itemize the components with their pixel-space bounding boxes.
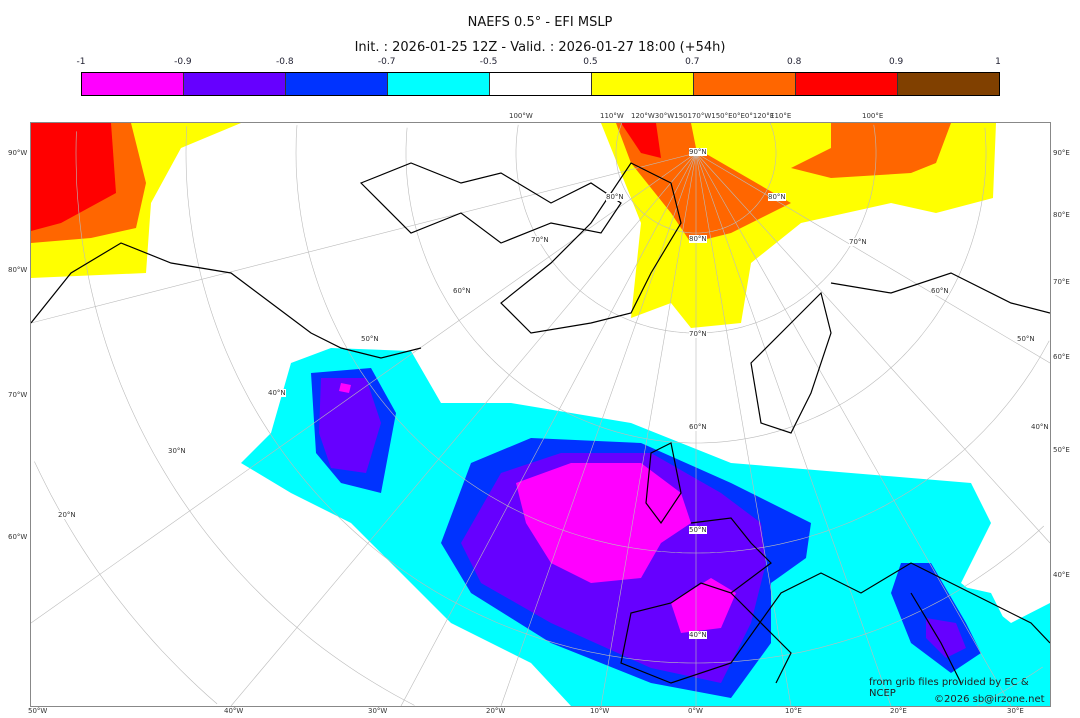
- latitude-circle: [977, 666, 1043, 706]
- colorbar-swatch: [694, 73, 796, 95]
- latitude-label: 30°N: [168, 447, 186, 455]
- colorbar-tick-label: 1: [995, 57, 1001, 67]
- colorbar-swatch: [796, 73, 898, 95]
- latitude-circle: [615, 123, 777, 234]
- latitude-circle: [295, 125, 1050, 554]
- efi-area-purple: [926, 618, 966, 658]
- copyright-credit: ©2026 sb@irzone.net: [934, 694, 1045, 705]
- colorbar-swatch: [82, 73, 184, 95]
- efi-area-orange: [791, 123, 951, 178]
- latitude-label: 60°N: [931, 287, 949, 295]
- axis-label-right: 50°E: [1053, 446, 1070, 454]
- axis-label-bottom: 10°W: [590, 707, 610, 715]
- axis-label-bottom: 20°E: [890, 707, 907, 715]
- axis-label-left: 90°W: [8, 149, 28, 157]
- axis-label-right: 70°E: [1053, 278, 1070, 286]
- latitude-circle: [984, 127, 987, 153]
- axis-label-right: 60°E: [1053, 353, 1070, 361]
- latitude-label: 60°N: [689, 423, 707, 431]
- axis-label-bottom: 0°W: [688, 707, 703, 715]
- latitude-label: 40°N: [1031, 423, 1049, 431]
- axis-label-left: 60°W: [8, 533, 28, 541]
- axis-label-bottom: 30°W: [368, 707, 388, 715]
- latitude-label: 90°N: [689, 148, 707, 156]
- latitude-circle: [405, 127, 987, 444]
- latitude-label: 70°N: [531, 236, 549, 244]
- latitude-label: 70°N: [849, 238, 867, 246]
- axis-label-bottom: 40°W: [224, 707, 244, 715]
- axis-label-bottom: 10°E: [785, 707, 802, 715]
- latitude-label: 50°N: [361, 335, 379, 343]
- colorbar-swatch: [184, 73, 286, 95]
- latitude-label: 80°N: [606, 193, 624, 201]
- latitude-label: 20°N: [58, 511, 76, 519]
- axis-label-left: 80°W: [8, 266, 28, 274]
- axis-label-top: 110°W: [600, 112, 624, 120]
- axis-label-bottom: 30°E: [1007, 707, 1024, 715]
- axis-label-top: 110°E: [770, 112, 792, 120]
- latitude-label: 50°N: [1017, 335, 1035, 343]
- latitude-label: 80°N: [689, 235, 707, 243]
- axis-label-bottom: 50°W: [28, 707, 48, 715]
- latitude-label: 50°N: [689, 526, 707, 534]
- axis-label-right: 40°E: [1053, 571, 1070, 579]
- colorbar-tick-label: 0.9: [888, 57, 904, 67]
- colorbar-tick-label: 0.5: [583, 57, 598, 67]
- colorbar-swatch: [388, 73, 490, 95]
- colorbar-tick-label: 0.8: [787, 57, 802, 67]
- latitude-label: 70°N: [689, 330, 707, 338]
- source-credit: from grib files provided by EC & NCEP: [869, 677, 1029, 699]
- colorbar-tick-label: -0.8: [275, 57, 294, 67]
- axis-label-top: 100°W: [509, 112, 533, 120]
- colorbar-swatch: [490, 73, 592, 95]
- colorbar-tick-label: -0.5: [479, 57, 498, 67]
- chart-subtitle: Init. : 2026-01-25 12Z - Valid. : 2026-0…: [354, 40, 726, 55]
- axis-label-bottom: 20°W: [486, 707, 506, 715]
- latitude-circle: [75, 131, 415, 706]
- efi-area-magenta: [339, 383, 351, 393]
- colorbar-tick-label: -0.9: [174, 57, 192, 67]
- latitude-circle: [873, 124, 877, 153]
- chart-title: NAEFS 0.5° - EFI MSLP: [467, 15, 613, 30]
- efi-area-red: [621, 123, 661, 158]
- colorbar-tick-label: -0.7: [377, 57, 396, 67]
- colorbar-tick-label: 0.7: [685, 57, 700, 67]
- colorbar-swatch: [286, 73, 388, 95]
- coastlines: [31, 162, 1050, 684]
- latitude-circle: [769, 123, 777, 153]
- axis-label-left: 70°W: [8, 391, 28, 399]
- latitude-circle: [185, 126, 1045, 664]
- colorbar-swatch: [592, 73, 694, 95]
- latitude-circle: [34, 461, 218, 705]
- axis-label-top: 120°W30°W150170°W150°E0°E0°120°E: [631, 112, 775, 120]
- axis-label-right: 90°E: [1053, 149, 1070, 157]
- colorbar: [81, 72, 1000, 96]
- colorbar-tick-label: -1: [76, 57, 86, 67]
- axis-label-right: 80°E: [1053, 211, 1070, 219]
- efi-area-magenta: [671, 578, 736, 633]
- latitude-label: 60°N: [453, 287, 471, 295]
- graticule: [31, 123, 1050, 706]
- latitude-label: 40°N: [689, 631, 707, 639]
- latitude-label: 40°N: [268, 389, 286, 397]
- axis-label-top: 100°E: [862, 112, 884, 120]
- colorbar-swatch: [898, 73, 999, 95]
- map-canvas: [31, 123, 1050, 706]
- map: 90°N 80°N 80°N 80°N 70°N 70°N 70°N 60°N 60°N 60°N…: [30, 122, 1051, 707]
- latitude-circle: [515, 124, 877, 334]
- efi-area-purple: [319, 378, 381, 473]
- efi-area-red: [31, 123, 116, 231]
- latitude-label: 80°N: [768, 193, 786, 201]
